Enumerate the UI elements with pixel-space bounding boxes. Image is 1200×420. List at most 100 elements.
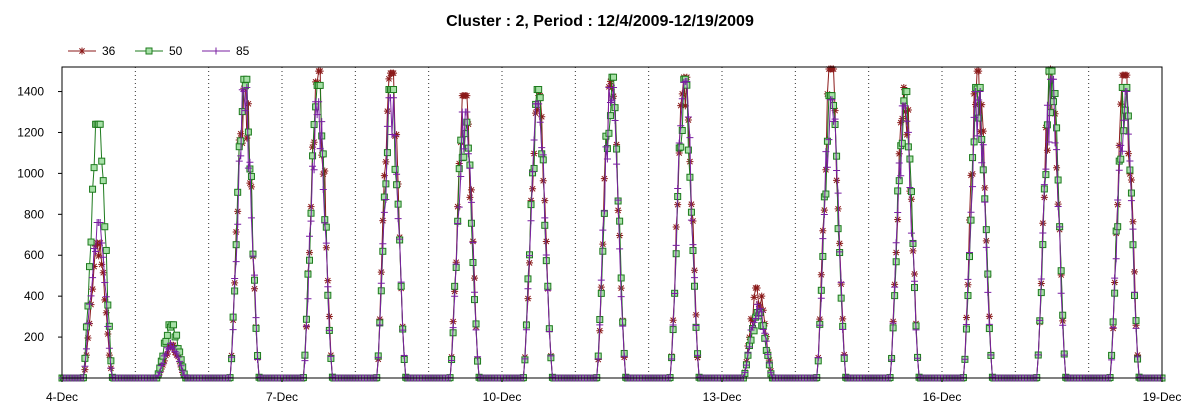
data-point-85: [903, 117, 911, 125]
data-point-85: [1127, 197, 1135, 205]
data-point-85: [457, 173, 465, 181]
data-point-50: [1048, 67, 1056, 75]
data-point-50: [894, 187, 902, 195]
data-point-85: [1051, 139, 1059, 147]
x-tick-label: 16-Dec: [923, 390, 962, 404]
data-point-85: [455, 203, 463, 211]
data-point-50: [822, 190, 830, 198]
data-point-85: [1043, 101, 1051, 109]
data-point-85: [467, 198, 475, 206]
y-tick-label: 200: [24, 330, 44, 344]
data-point-50: [96, 120, 104, 128]
data-point-36: [101, 296, 109, 304]
data-point-50: [234, 188, 242, 196]
data-point-85: [179, 367, 187, 375]
data-point-85: [970, 113, 978, 121]
data-point-85: [246, 158, 254, 166]
data-point-85: [82, 345, 90, 353]
data-point-50: [892, 258, 900, 266]
data-point-85: [524, 285, 532, 293]
data-point-50: [535, 86, 543, 94]
data-point-85: [521, 355, 529, 363]
data-point-50: [605, 129, 613, 137]
data-point-85: [237, 152, 245, 160]
data-point-85: [229, 326, 237, 334]
data-point-85: [820, 210, 828, 218]
data-point-85: [529, 168, 537, 176]
data-point-85: [987, 351, 995, 359]
data-point-50: [979, 166, 987, 174]
data-point-50: [606, 112, 614, 120]
data-point-85: [547, 352, 555, 360]
data-point-50: [89, 185, 97, 193]
data-point-85: [678, 95, 686, 103]
data-point-50: [319, 150, 327, 158]
data-point-85: [1057, 289, 1065, 297]
data-point-85: [536, 118, 544, 126]
chart-title: Cluster : 2, Period : 12/4/2009-12/19/20…: [446, 13, 754, 30]
data-point-85: [613, 160, 621, 168]
data-point-85: [966, 248, 973, 256]
legend-marker: [145, 47, 153, 55]
data-point-85: [449, 324, 457, 332]
data-point-50: [467, 219, 475, 227]
data-point-85: [310, 166, 318, 174]
data-point-85: [840, 351, 848, 359]
data-point-85: [687, 216, 695, 224]
data-point-85: [888, 356, 896, 364]
data-point-85: [689, 241, 697, 249]
data-point-50: [599, 247, 607, 255]
data-point-85: [759, 325, 767, 333]
data-point-36: [831, 107, 839, 115]
data-point-85: [744, 349, 752, 357]
data-point-36: [689, 217, 697, 225]
data-point-85: [1109, 324, 1117, 332]
data-point-50: [898, 139, 906, 147]
data-point-85: [107, 364, 115, 372]
data-point-85: [160, 352, 168, 360]
data-point-36: [817, 271, 825, 279]
data-point-50: [98, 157, 106, 165]
data-point-85: [393, 170, 401, 178]
data-point-36: [393, 131, 401, 139]
data-point-85: [522, 326, 530, 334]
data-point-50: [173, 331, 181, 339]
data-point-85: [1112, 255, 1120, 263]
data-point-85: [1039, 229, 1047, 237]
legend-label: 36: [102, 44, 116, 58]
data-point-50: [1117, 155, 1125, 163]
data-point-85: [1036, 316, 1044, 324]
legend-label: 50: [169, 44, 183, 58]
data-point-36: [95, 252, 103, 260]
data-point-36: [978, 101, 986, 109]
data-point-85: [163, 344, 171, 352]
data-point-85: [89, 274, 97, 282]
data-point-85: [304, 295, 312, 303]
data-point-85: [596, 321, 604, 329]
data-point-85: [402, 373, 410, 381]
data-point-85: [1034, 351, 1042, 359]
data-point-36: [976, 128, 984, 136]
data-point-50: [969, 154, 977, 162]
data-point-50: [86, 263, 93, 271]
data-point-85: [889, 319, 897, 327]
data-point-85: [1132, 324, 1140, 332]
data-point-50: [163, 331, 171, 339]
data-point-85: [1062, 373, 1070, 381]
data-point-36: [753, 284, 761, 292]
data-point-50: [383, 149, 391, 157]
data-point-85: [313, 111, 321, 119]
data-point-85: [176, 357, 184, 365]
data-point-50: [678, 127, 686, 135]
chart-legend: 36 50 85: [68, 44, 250, 58]
data-point-36: [979, 127, 987, 135]
data-point-85: [469, 238, 477, 246]
legend-label: 85: [236, 44, 250, 58]
data-point-85: [252, 314, 260, 322]
data-point-85: [530, 136, 538, 144]
data-point-85: [988, 373, 996, 381]
data-point-50: [101, 223, 109, 231]
data-point-85: [674, 185, 682, 193]
data-point-85: [98, 239, 106, 247]
x-tick-label: 10-Dec: [483, 390, 522, 404]
